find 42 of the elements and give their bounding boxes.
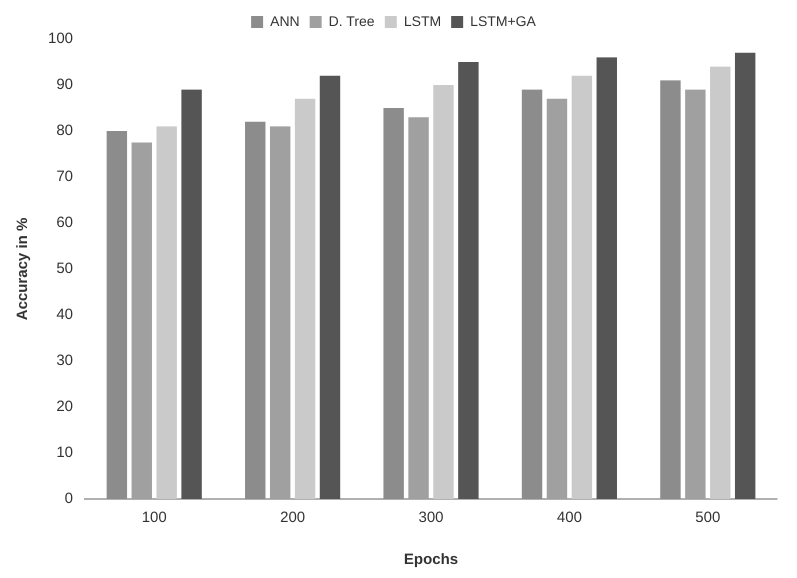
bar — [294, 98, 316, 499]
y-tick-label: 20 — [56, 398, 74, 416]
bar — [245, 122, 266, 499]
y-tick-label: 90 — [56, 76, 74, 94]
x-tick-label: 500 — [695, 509, 720, 526]
y-tick-label: 80 — [56, 122, 74, 140]
bar — [546, 98, 568, 499]
bar — [181, 90, 202, 499]
x-tick-label: 100 — [142, 509, 167, 526]
y-tick-label: 0 — [64, 490, 74, 508]
y-tick-label: 10 — [56, 444, 74, 462]
bar — [458, 62, 479, 499]
legend-label: D. Tree — [328, 12, 375, 29]
bar — [734, 52, 756, 499]
bar — [320, 76, 340, 499]
bar — [596, 57, 617, 499]
bar — [660, 80, 681, 499]
y-tick-label: 100 — [48, 30, 74, 48]
legend-label: LSTM+GA — [470, 12, 537, 29]
bar — [710, 66, 730, 499]
y-tick-label: 40 — [56, 306, 74, 324]
legend-label: ANN — [270, 12, 300, 29]
y-tick-label: 60 — [56, 214, 74, 232]
x-tick-label: 300 — [418, 509, 444, 526]
legend-label: LSTM — [404, 12, 442, 29]
bar — [408, 117, 429, 499]
y-tick-label: 50 — [56, 260, 74, 278]
x-axis-title: Epochs — [404, 551, 458, 568]
y-tick-label: 30 — [56, 352, 74, 370]
bar — [572, 76, 592, 499]
bar — [522, 90, 542, 499]
bar — [270, 126, 290, 499]
x-tick-label: 200 — [280, 509, 306, 526]
bar — [132, 142, 152, 499]
y-axis-title: Accuracy in % — [14, 218, 32, 320]
bar — [106, 131, 128, 499]
bar — [156, 126, 177, 499]
bar — [433, 85, 454, 499]
y-tick-label: 70 — [56, 168, 74, 186]
bar — [685, 90, 706, 499]
x-tick-label: 400 — [556, 509, 582, 526]
bar — [383, 108, 404, 499]
